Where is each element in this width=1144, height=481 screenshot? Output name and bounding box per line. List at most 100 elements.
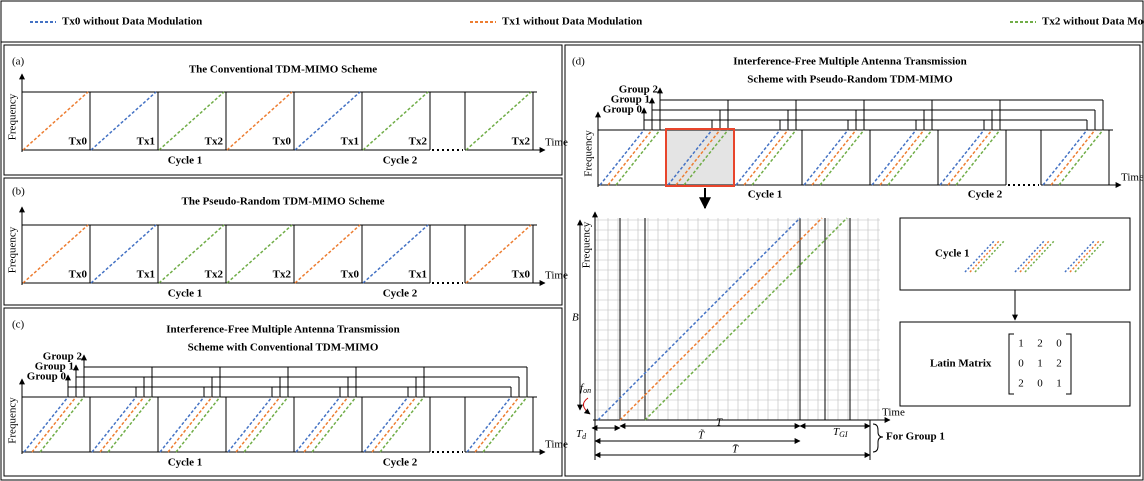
mini-chirp (1019, 239, 1051, 273)
y-axis-label: Frequency (7, 226, 19, 273)
y-axis-label: Frequency (7, 397, 19, 444)
x-axis-label: Time (1121, 172, 1144, 184)
chirp (362, 224, 429, 284)
group-label: Group 1 (35, 361, 74, 373)
tbar-symbol: T̄ (732, 444, 739, 456)
chirp (175, 396, 221, 453)
chirp (819, 129, 865, 186)
zoom-chirp (619, 217, 823, 421)
matrix-entry: 0 (1018, 358, 1024, 370)
chirp (803, 129, 849, 186)
chirp (887, 129, 933, 186)
matrix-entry: 2 (1018, 378, 1024, 390)
tgi-symbol-sub: GI (839, 430, 848, 439)
group-label: Group 1 (611, 94, 650, 106)
chirp (379, 396, 425, 453)
mini-chirp (1069, 239, 1101, 273)
matrix-entry: 0 (1037, 378, 1043, 390)
group-label: Group 2 (619, 84, 659, 96)
latin-box (899, 321, 1131, 407)
panel-title: Interference-Free Multiple Antenna Trans… (733, 56, 967, 68)
chirp (99, 396, 145, 453)
chirp (303, 396, 349, 453)
slot-label: Tx2 (205, 136, 224, 148)
cycle-label: Cycle 1 (168, 155, 203, 167)
chirp (235, 396, 281, 453)
zoom-chirp (597, 217, 801, 421)
chirp (871, 129, 917, 186)
panel-title: Scheme with Conventional TDM-MIMO (188, 342, 379, 354)
chirp (226, 224, 293, 284)
chirp (91, 396, 137, 453)
chirp (311, 396, 357, 453)
tgi-symbol-base: T (833, 426, 840, 438)
cycle-label: Cycle 2 (383, 155, 418, 167)
slot-label: Tx1 (137, 136, 155, 148)
chirp (607, 129, 653, 186)
chirp (1042, 129, 1088, 186)
legend-label: Tx0 without Data Modulation (62, 16, 202, 28)
mini-chirp (1024, 239, 1056, 273)
panel-b-border (3, 177, 563, 306)
slot-label: Tx0 (69, 136, 88, 148)
chirp (22, 224, 89, 284)
chirp (39, 396, 85, 453)
chirp (31, 396, 77, 453)
y-axis-label: Frequency (7, 93, 19, 140)
matrix-entry: 2 (1037, 338, 1043, 350)
cycle-label: Cycle 1 (168, 457, 203, 469)
chirp (482, 396, 528, 453)
bw-symbol: B (572, 312, 579, 324)
chirp (879, 129, 925, 186)
zoom-chirp (644, 217, 848, 421)
td-symbol-sub: d (582, 432, 587, 441)
cycle-label: Cycle 1 (748, 189, 783, 201)
chirp (947, 129, 993, 186)
chirp (751, 129, 797, 186)
slot-label: Tx0 (512, 269, 531, 281)
slot-label: Tx2 (205, 269, 224, 281)
chirp (735, 129, 781, 186)
chirp (159, 396, 205, 453)
chirp (227, 396, 273, 453)
slot-label: Tx0 (69, 269, 88, 281)
chirp (955, 129, 1001, 186)
fon-symbol-base: f (580, 382, 585, 394)
chirp (465, 91, 532, 151)
matrix-entry: 0 (1056, 338, 1062, 350)
chirp (22, 91, 89, 151)
chirp (371, 396, 417, 453)
chirp (294, 224, 361, 284)
matrix-entry: 1 (1037, 358, 1043, 370)
mini-chirp (1014, 239, 1046, 273)
td-symbol: Td (576, 428, 587, 441)
chirp (1050, 129, 1096, 186)
slot-label: Tx2 (273, 269, 292, 281)
chirp (107, 396, 153, 453)
chirp (667, 129, 713, 186)
chirp (465, 224, 532, 284)
panel-title: Interference-Free Multiple Antenna Trans… (166, 324, 400, 336)
matrix-entry: 1 (1056, 378, 1062, 390)
chirp (295, 396, 341, 453)
chirp (615, 129, 661, 186)
cycle-label: Cycle 2 (968, 189, 1003, 201)
panel-tag: (d) (572, 56, 585, 68)
mini-chirp (964, 239, 996, 273)
chirp (23, 396, 69, 453)
td-symbol-base: T (576, 428, 583, 440)
cycle-box-label: Cycle 1 (935, 248, 970, 260)
highlight-fill (666, 130, 734, 185)
bracket-right (1066, 333, 1072, 395)
zoom-y-label: Frequency (581, 221, 593, 268)
chirp (466, 396, 512, 453)
mini-chirp (1064, 239, 1096, 273)
matrix-entry: 2 (1056, 358, 1062, 370)
group-label: Group 0 (27, 371, 67, 383)
slot-label: Tx0 (341, 269, 360, 281)
panel-tag: (b) (12, 186, 25, 198)
chirp (363, 396, 409, 453)
mini-chirp (974, 239, 1006, 273)
highlight-box (665, 128, 735, 187)
